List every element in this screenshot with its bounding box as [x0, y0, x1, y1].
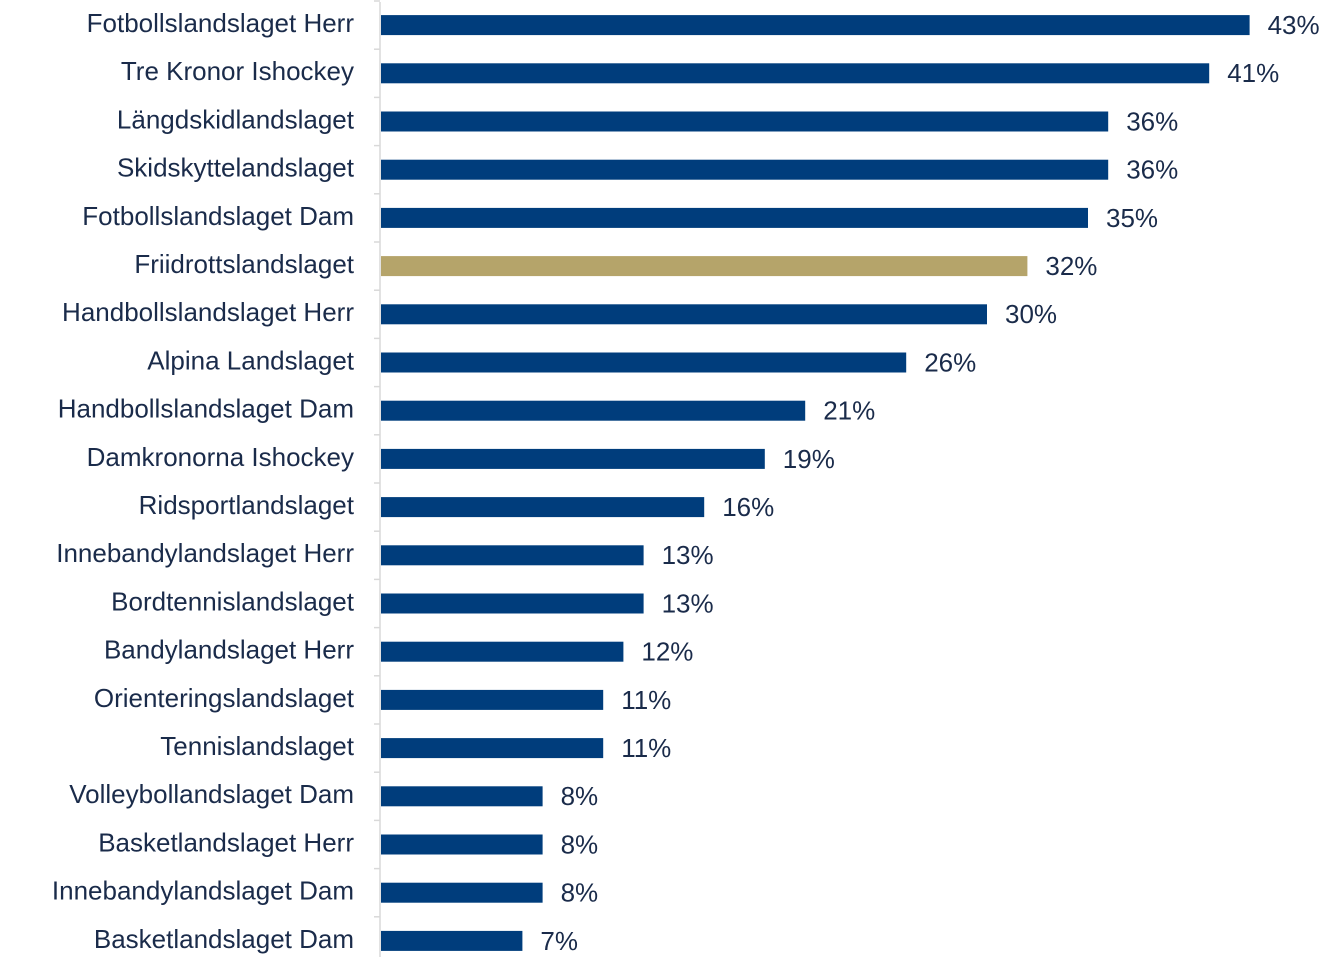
value-label: 26% — [924, 347, 976, 377]
value-label: 8% — [561, 829, 599, 859]
category-label: Fotbollslandslaget Dam — [82, 201, 354, 231]
value-label: 30% — [1005, 299, 1057, 329]
bar — [381, 352, 907, 373]
bar — [381, 738, 604, 759]
value-label: 8% — [561, 781, 599, 811]
value-label: 35% — [1106, 203, 1158, 233]
category-label: Innebandylandslaget Dam — [52, 876, 354, 906]
bar — [381, 641, 624, 662]
bar — [381, 545, 644, 566]
value-label: 32% — [1045, 251, 1097, 281]
bar — [381, 930, 523, 951]
category-label: Volleybollandslaget Dam — [69, 779, 354, 809]
value-label: 36% — [1126, 106, 1178, 136]
category-label: Handbollslandslaget Herr — [62, 297, 354, 327]
value-label: 12% — [641, 637, 693, 667]
category-label: Handbollslandslaget Dam — [58, 394, 354, 424]
category-label: Skidskyttelandslaget — [117, 153, 355, 183]
category-label: Längdskidlandslaget — [117, 104, 355, 134]
bar — [381, 256, 1028, 277]
category-label: Tennislandslaget — [160, 731, 354, 761]
value-label: 11% — [621, 733, 671, 763]
bar — [381, 304, 987, 325]
bar — [381, 111, 1109, 132]
category-label: Bordtennislandslaget — [111, 586, 355, 616]
bar — [381, 593, 644, 614]
bar — [381, 63, 1210, 84]
bar — [381, 497, 705, 518]
value-label: 13% — [662, 588, 714, 618]
category-label: Bandylandslaget Herr — [104, 635, 354, 665]
category-label: Basketlandslaget Herr — [98, 827, 354, 857]
value-label: 7% — [540, 926, 578, 956]
value-label: 36% — [1126, 155, 1178, 185]
value-label: 43% — [1268, 10, 1320, 40]
category-label: Fotbollslandslaget Herr — [87, 8, 355, 38]
value-label: 8% — [561, 878, 599, 908]
category-label: Innebandylandslaget Herr — [56, 538, 354, 568]
value-label: 19% — [783, 444, 835, 474]
value-label: 41% — [1227, 58, 1279, 88]
category-label: Damkronorna Ishockey — [87, 442, 354, 472]
value-label: 16% — [722, 492, 774, 522]
category-label: Alpina Landslaget — [147, 345, 354, 375]
bar — [381, 786, 543, 807]
bar — [381, 207, 1088, 228]
category-label: Friidrottslandslaget — [134, 249, 354, 279]
bar — [381, 834, 543, 855]
bar — [381, 15, 1250, 36]
value-label: 21% — [823, 396, 875, 426]
category-label: Orienteringslandslaget — [94, 683, 355, 713]
bar — [381, 448, 765, 469]
bar — [381, 400, 806, 421]
category-label: Ridsportlandslaget — [139, 490, 355, 520]
bar — [381, 689, 604, 710]
category-label: Tre Kronor Ishockey — [121, 56, 354, 86]
category-label: Basketlandslaget Dam — [94, 924, 354, 954]
value-label: 13% — [662, 540, 714, 570]
bar — [381, 159, 1109, 180]
bar — [381, 882, 543, 903]
value-label: 11% — [621, 685, 671, 715]
